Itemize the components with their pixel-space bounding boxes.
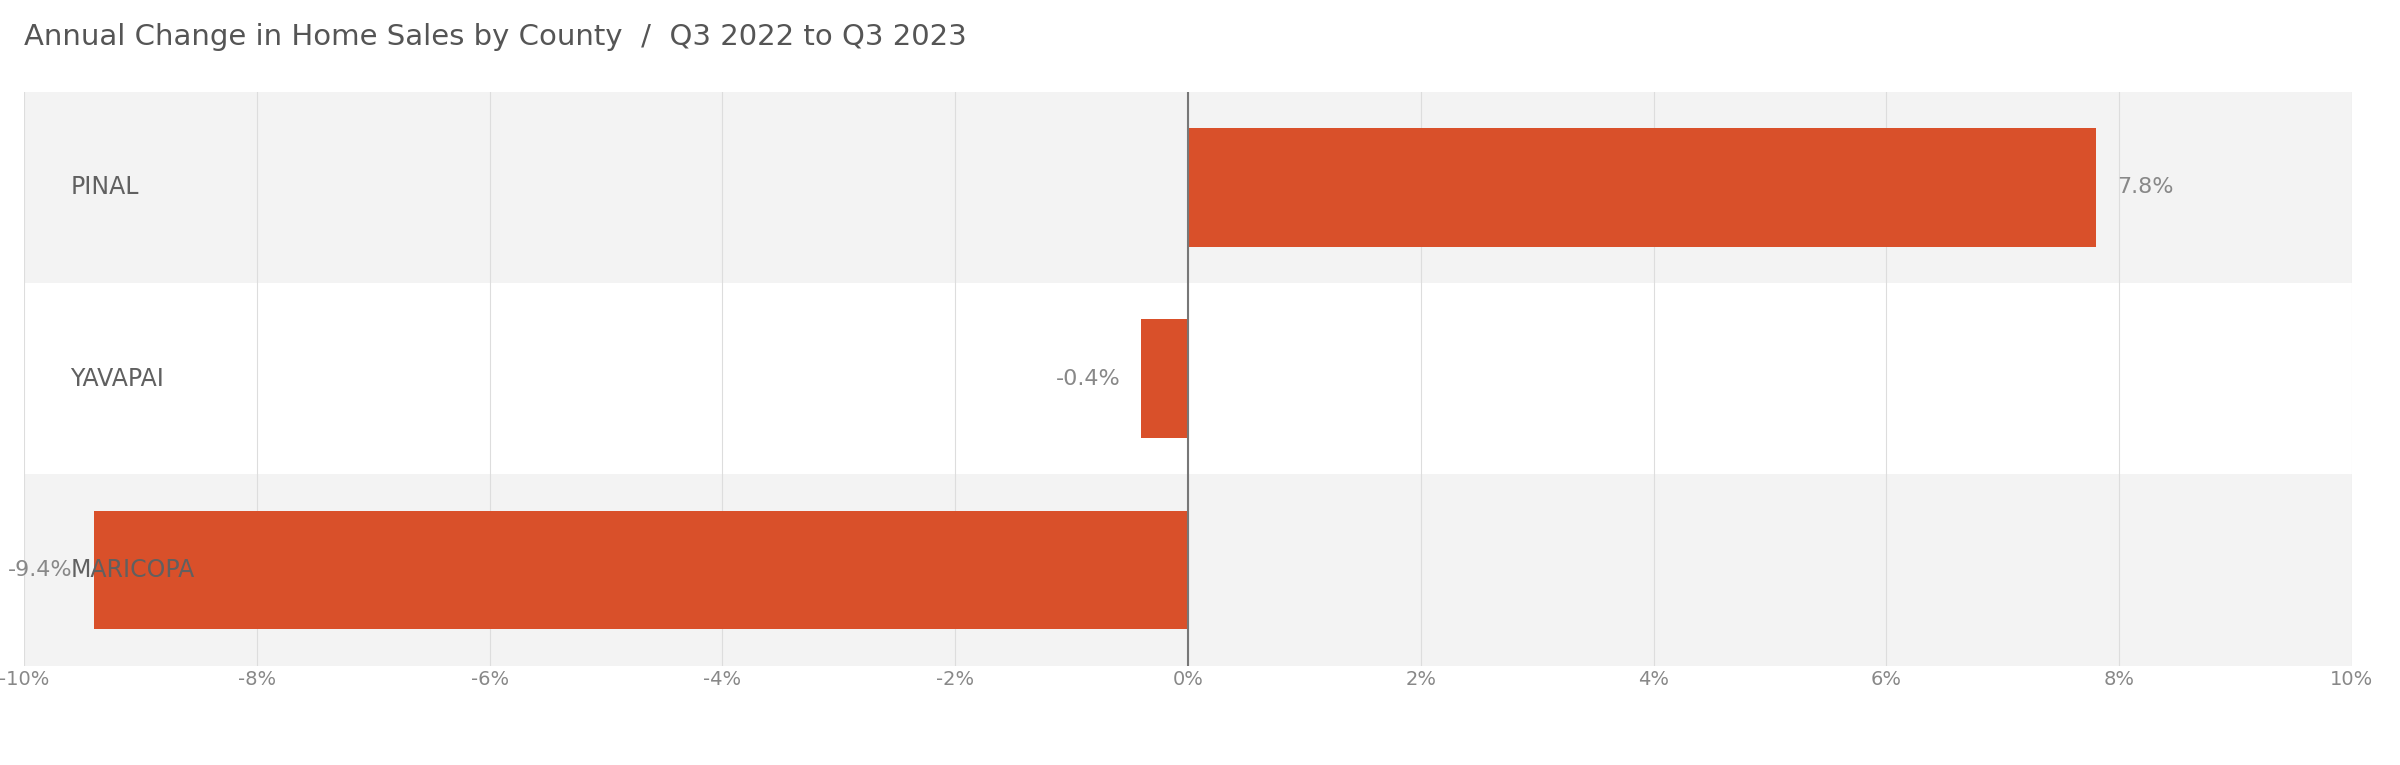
Text: Annual Change in Home Sales by County  /  Q3 2022 to Q3 2023: Annual Change in Home Sales by County / … bbox=[24, 23, 967, 51]
Bar bbox=[24, 474, 2352, 666]
Bar bbox=[1188, 129, 2095, 247]
Text: -9.4%: -9.4% bbox=[7, 560, 72, 580]
Text: PINAL: PINAL bbox=[70, 175, 139, 200]
Text: YAVAPAI: YAVAPAI bbox=[70, 366, 166, 391]
Text: -0.4%: -0.4% bbox=[1056, 369, 1121, 389]
Text: MARICOPA: MARICOPA bbox=[70, 558, 194, 582]
Bar bbox=[94, 511, 1188, 629]
Bar bbox=[24, 92, 2352, 283]
Bar bbox=[24, 283, 2352, 474]
Bar bbox=[1142, 320, 1188, 438]
Text: 7.8%: 7.8% bbox=[2117, 177, 2174, 197]
